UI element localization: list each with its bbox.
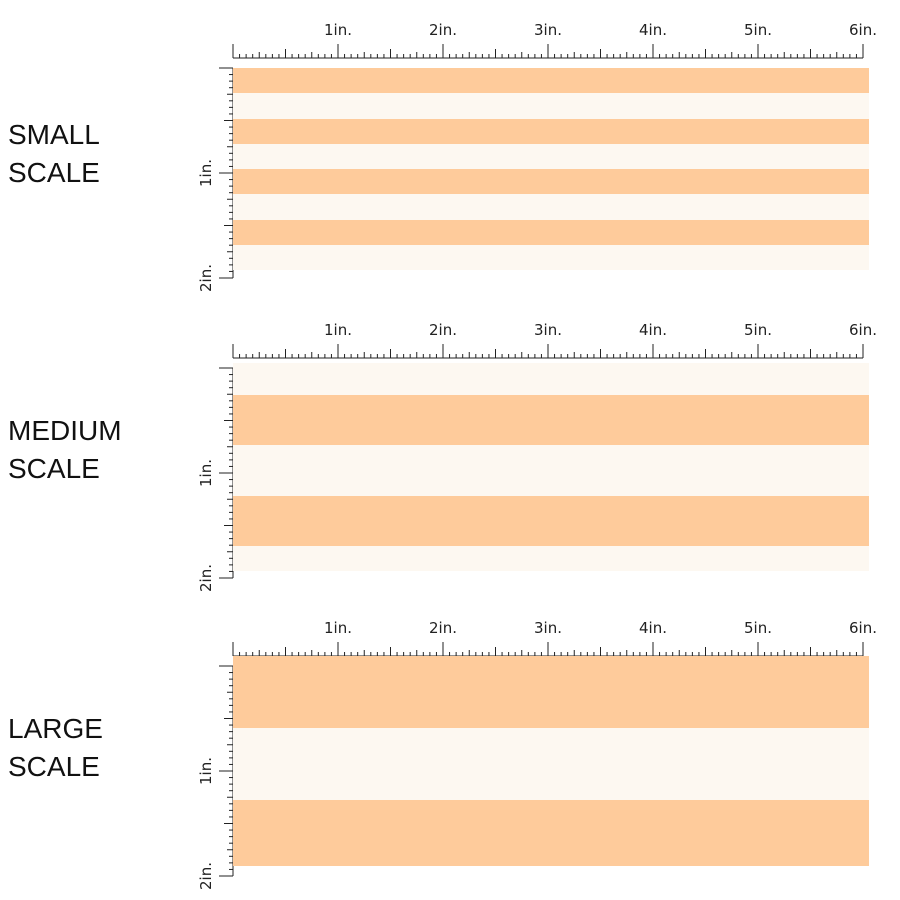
ruler-label: 1in. — [324, 21, 352, 39]
ruler-label: 2in. — [197, 564, 215, 592]
scale-label: MEDIUM SCALE — [8, 415, 122, 484]
ruler-label: 2in. — [429, 321, 457, 339]
fabric-stripe — [233, 546, 869, 571]
fabric-swatch — [233, 68, 869, 270]
fabric-stripe — [233, 118, 869, 144]
fabric-stripe — [233, 495, 869, 546]
ruler-label: 1in. — [324, 321, 352, 339]
ruler-label: 2in. — [429, 619, 457, 637]
ruler-label: 5in. — [744, 21, 772, 39]
fabric-stripe — [233, 68, 869, 94]
fabric-stripe — [233, 445, 869, 496]
ruler: 1in. 2in. 3in. 4in. 5in. 6in. 1in. 2in. — [197, 321, 877, 592]
scale-label: SMALL SCALE — [8, 119, 100, 188]
fabric-swatch — [233, 656, 869, 866]
fabric-swatch — [233, 363, 869, 571]
fabric-stripe — [233, 143, 869, 169]
fabric-stripe — [233, 363, 869, 395]
fabric-stripe — [233, 169, 869, 195]
ruler-label: 2in. — [197, 264, 215, 292]
ruler-label: 4in. — [639, 21, 667, 39]
panel-medium-scale: MEDIUM SCALE 1in. 2in. 3in. 4in. 5in. 6in. 1in… — [0, 300, 900, 592]
ruler: 1in. 2in. 3in. 4in. 5in. 6in. 1in. 2in. — [197, 21, 877, 292]
ruler-label: 1in. — [197, 459, 215, 487]
panel-small-scale: SMALL SCALE 1in. 2in. 3in. 4in. 5in. 6in. 1in.… — [0, 0, 900, 292]
ruler-label: 4in. — [639, 321, 667, 339]
scale-label: LARGE SCALE — [8, 713, 103, 782]
panel-large-scale: LARGE SCALE 1in. 2in. 3in. 4in. 5in. 6in. 1in.… — [0, 598, 900, 890]
fabric-stripe — [233, 194, 869, 220]
ruler-label: 5in. — [744, 619, 772, 637]
fabric-stripe — [233, 244, 869, 270]
ruler-label: 3in. — [534, 21, 562, 39]
ruler-label: 1in. — [197, 159, 215, 187]
fabric-stripe — [233, 394, 869, 445]
ruler-label: 2in. — [429, 21, 457, 39]
ruler-label: 3in. — [534, 321, 562, 339]
ruler-label: 2in. — [197, 862, 215, 890]
ruler-label: 4in. — [639, 619, 667, 637]
fabric-stripe — [233, 800, 869, 866]
ruler-label: 1in. — [197, 757, 215, 785]
ruler-label: 1in. — [324, 619, 352, 637]
fabric-stripe — [233, 93, 869, 119]
fabric-stripe — [233, 656, 869, 728]
ruler-label: 6in. — [849, 321, 877, 339]
ruler-label: 5in. — [744, 321, 772, 339]
ruler-label: 3in. — [534, 619, 562, 637]
ruler-label: 6in. — [849, 21, 877, 39]
fabric-stripe — [233, 219, 869, 245]
ruler-label: 6in. — [849, 619, 877, 637]
fabric-stripe — [233, 728, 869, 800]
